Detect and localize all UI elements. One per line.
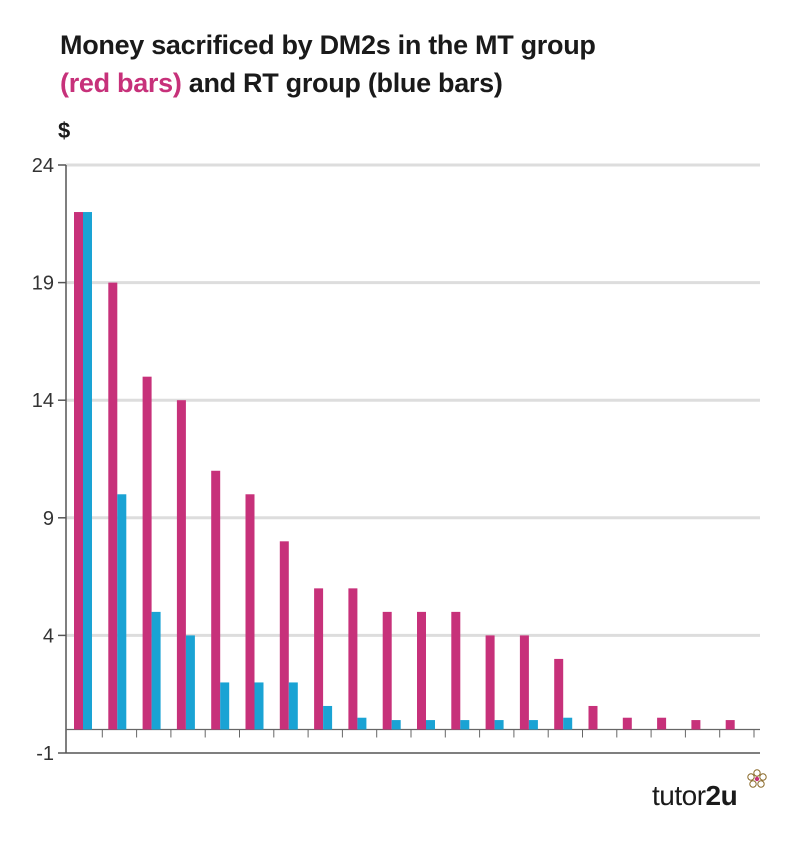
bar-mt [588,705,598,730]
bar-mt [314,588,324,730]
bar-mt [279,541,289,730]
y-tick-label: 19 [32,273,54,295]
y-axis-unit: $ [58,118,71,143]
y-tick-label: 4 [43,625,54,647]
title-rest: and RT group (blue bars) [181,68,503,98]
bar-rt [220,682,230,730]
bar-rt [563,717,573,730]
bar-mt [519,635,529,730]
bar-rt [254,682,264,730]
bar-mt [176,400,186,730]
bar-rt [426,720,435,730]
bar-rt [323,705,333,730]
y-tick-label: 9 [43,508,54,530]
bar-mt [691,720,701,730]
bar-rt [83,212,92,730]
bar-mt [622,717,632,730]
bar-mt [451,611,461,730]
bar-mt [142,376,152,730]
bar-mt [74,212,83,730]
title-highlight: (red bars) [60,68,182,98]
bar-mt [211,470,221,730]
bar-rt [288,682,298,730]
bar-mt [725,720,735,730]
bar-rt [460,720,470,730]
bar-mt [417,611,426,730]
brand-logo: tutor2u [652,780,738,812]
bar-rt [357,717,367,730]
bar-mt [245,494,255,730]
y-tick-label: 14 [32,390,54,412]
bar-rt [528,720,538,730]
bar-rt [391,720,401,730]
brand-text: tutor [652,780,706,811]
bar-mt [108,282,118,730]
y-tick-label: -1 [36,743,54,765]
title-line-2: (red bars) and RT group (blue bars) [60,64,596,102]
chart-title: Money sacrificed by DM2s in the MT group… [60,26,596,102]
bar-mt [348,588,358,730]
bar-mt [554,658,564,730]
bar-rt [151,611,161,730]
bar-rt [494,720,504,730]
title-line-1: Money sacrificed by DM2s in the MT group [60,30,596,60]
bar-mt [382,611,392,730]
bar-mt [657,717,667,730]
brand-text-bold: 2u [705,780,738,811]
flower-icon [747,769,767,788]
bar-rt [117,494,127,730]
bar-rt [185,635,195,730]
bar-mt [485,635,495,730]
y-tick-label: 24 [32,155,54,177]
